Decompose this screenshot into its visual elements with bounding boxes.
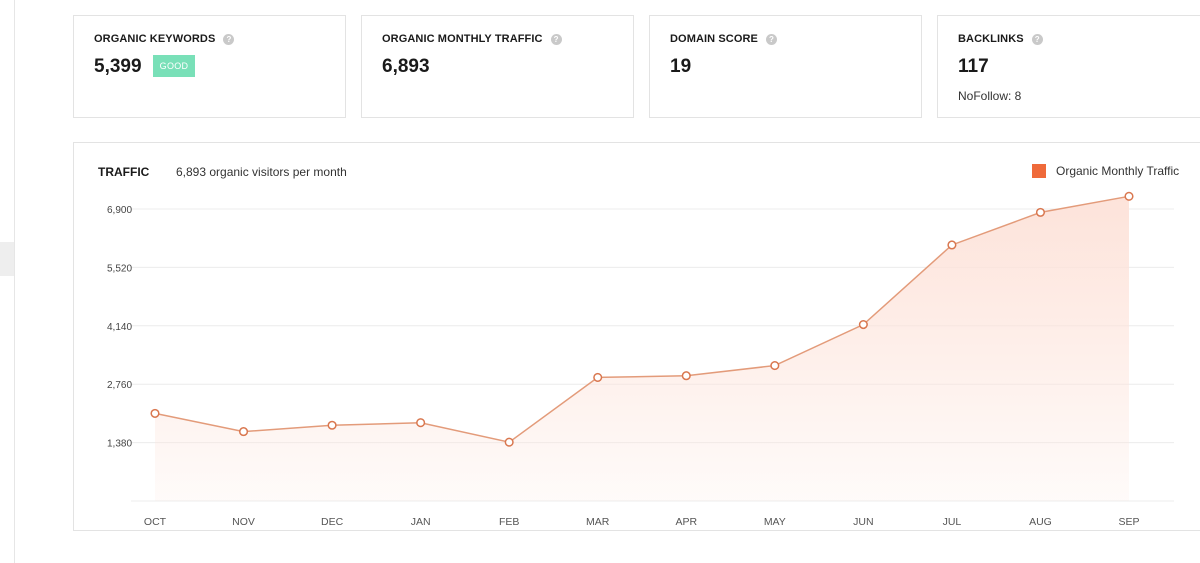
x-tick-label: JUL	[943, 516, 962, 528]
x-tick-label: DEC	[321, 516, 344, 528]
help-icon[interactable]: ?	[765, 33, 777, 45]
traffic-panel: TRAFFIC 6,893 organic visitors per month…	[73, 142, 1200, 531]
traffic-chart: 1,380 2,760 4,140 5,520 6,900 OCT NOV DEC JAN FEB…	[107, 191, 1174, 528]
data-point	[858, 319, 868, 330]
data-point	[947, 240, 957, 250]
organic-keywords-card: ORGANIC KEYWORDS ? 5,399 GOOD	[73, 15, 346, 118]
data-point	[504, 437, 514, 447]
x-tick-label: MAR	[586, 516, 610, 528]
organic-keywords-title: ORGANIC KEYWORDS	[94, 33, 216, 45]
organic-traffic-value: 6,893	[382, 56, 430, 77]
help-icon[interactable]: ?	[223, 33, 235, 45]
left-rail	[0, 0, 15, 563]
traffic-area	[155, 196, 1129, 501]
good-badge: GOOD	[153, 55, 195, 77]
data-point	[593, 372, 603, 382]
data-point	[150, 408, 160, 418]
y-tick-label: 2,760	[107, 380, 132, 391]
traffic-subtitle: 6,893 organic visitors per month	[176, 165, 347, 179]
backlinks-value: 117	[958, 56, 989, 77]
domain-score-title: DOMAIN SCORE	[670, 33, 758, 45]
data-point	[681, 371, 691, 381]
y-tick-label: 5,520	[107, 263, 132, 274]
data-point	[327, 420, 337, 430]
x-tick-label: SEP	[1118, 516, 1139, 528]
x-tick-label: OCT	[144, 516, 167, 528]
help-icon[interactable]: ?	[1031, 33, 1043, 45]
traffic-line	[154, 195, 1130, 443]
data-point	[1124, 191, 1134, 201]
x-tick-label: FEB	[499, 516, 519, 528]
left-rail-active-item[interactable]	[0, 242, 14, 276]
legend-label: Organic Monthly Traffic	[1056, 164, 1180, 178]
legend-swatch	[1032, 164, 1046, 178]
y-tick-label: 4,140	[107, 322, 132, 333]
y-tick-label: 1,380	[107, 439, 132, 450]
traffic-title: TRAFFIC	[98, 165, 150, 179]
x-tick-label: AUG	[1029, 516, 1052, 528]
help-icon[interactable]: ?	[550, 33, 562, 45]
chart-legend[interactable]: Organic Monthly Traffic	[1032, 164, 1179, 178]
data-point	[238, 427, 249, 437]
x-tick-label: NOV	[232, 516, 255, 528]
x-tick-label: JUN	[853, 516, 873, 528]
data-point	[770, 361, 780, 371]
nofollow-count: NoFollow: 8	[958, 89, 1022, 103]
organic-traffic-card: ORGANIC MONTHLY TRAFFIC ? 6,893	[361, 15, 634, 118]
backlinks-title: BACKLINKS	[958, 33, 1024, 45]
organic-keywords-value: 5,399	[94, 56, 142, 77]
y-tick-label: 6,900	[107, 205, 132, 216]
organic-traffic-title: ORGANIC MONTHLY TRAFFIC	[382, 33, 543, 45]
data-point	[416, 418, 426, 428]
data-point	[1035, 207, 1046, 217]
backlinks-card: BACKLINKS ? 117 NoFollow: 8	[937, 15, 1200, 118]
domain-score-value: 19	[670, 56, 692, 77]
x-tick-label: MAY	[764, 516, 786, 528]
domain-score-card: DOMAIN SCORE ? 19	[649, 15, 922, 118]
x-tick-label: JAN	[411, 516, 431, 528]
x-tick-label: APR	[675, 516, 697, 528]
